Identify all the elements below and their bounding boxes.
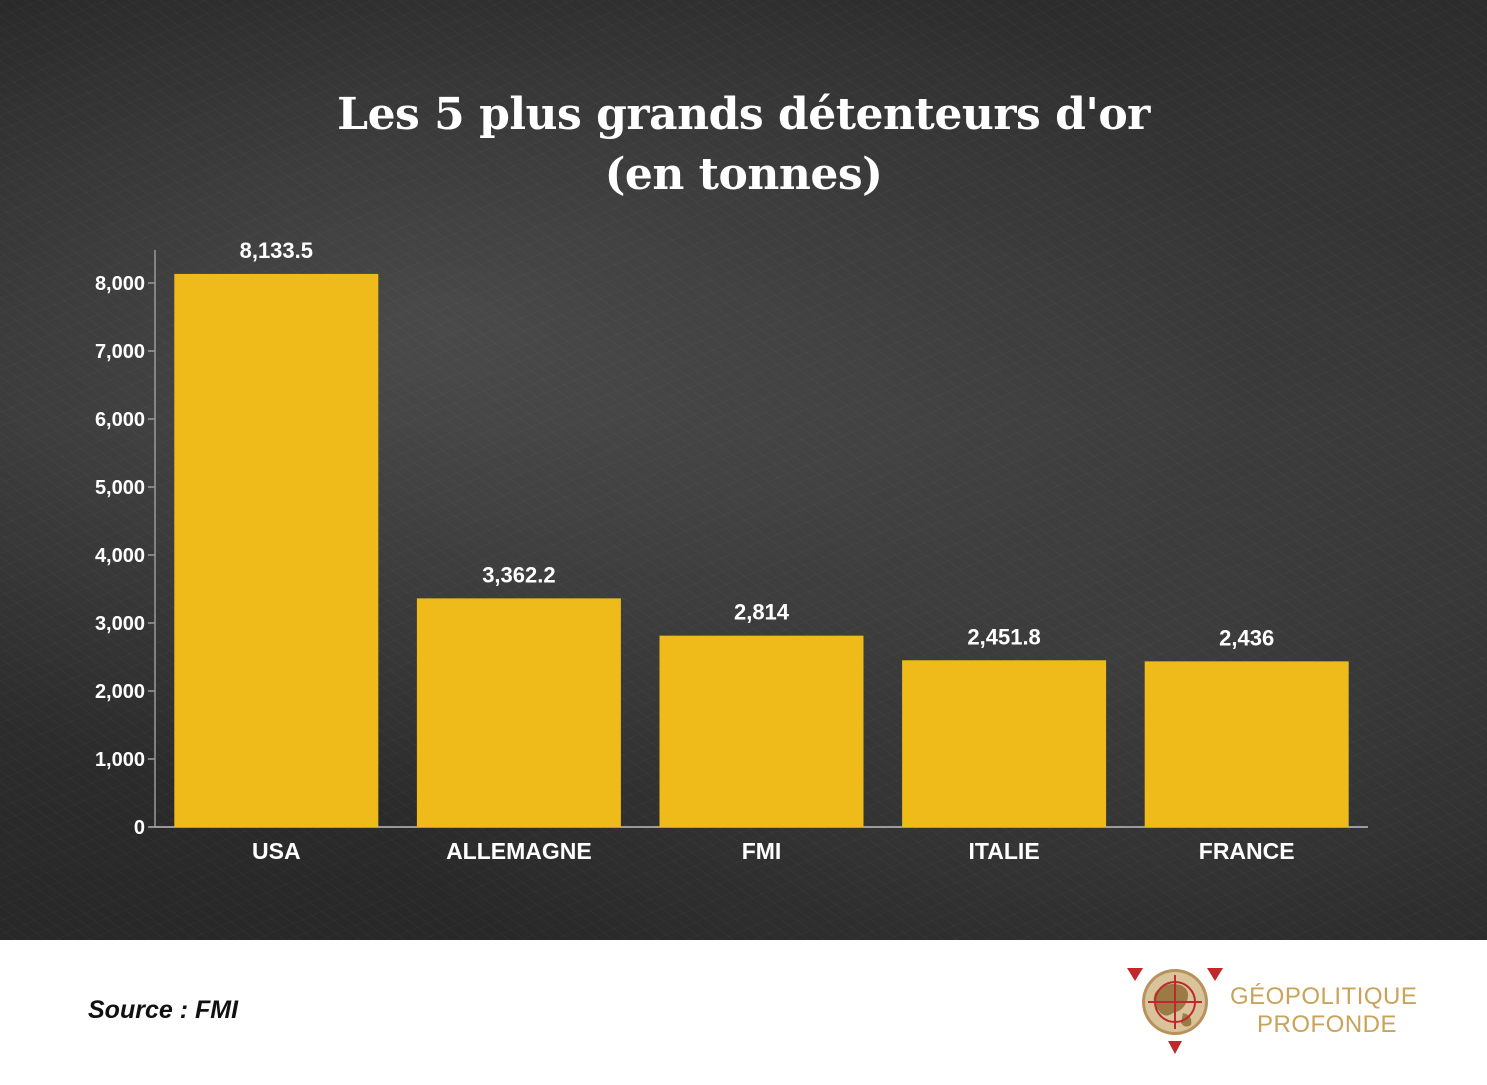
data-label: 2,436 xyxy=(1219,625,1274,650)
logo-line-1: GÉOPOLITIQUE xyxy=(1230,983,1418,1010)
y-tick-label: 5,000 xyxy=(95,477,145,499)
x-category-label: ALLEMAGNE xyxy=(446,838,592,864)
bar-usa xyxy=(174,273,379,827)
y-tick-label: 3,000 xyxy=(95,613,145,635)
data-label: 2,814 xyxy=(734,600,790,625)
y-tick-label: 2,000 xyxy=(95,681,145,703)
bar-allemagne xyxy=(416,598,621,827)
data-label: 3,362.2 xyxy=(482,562,555,587)
bar-chart: 0 1,000 2,000 3,000 4,000 5,000 6,000 7,000 8,00… xyxy=(95,238,1368,864)
x-category-label: USA xyxy=(252,838,301,864)
chalkboard-background: Les 5 plus grands détenteurs d'or (en to… xyxy=(0,0,1487,940)
data-label: 2,451.8 xyxy=(967,624,1040,649)
x-category-label: FRANCE xyxy=(1199,838,1295,864)
x-category-label: FMI xyxy=(742,838,782,864)
data-label: 8,133.5 xyxy=(240,238,313,263)
bar-fmi xyxy=(659,635,864,827)
chart-subtitle: (en tonnes) xyxy=(604,149,883,200)
y-tick-label: 7,000 xyxy=(95,341,145,363)
source-note: Source : FMI xyxy=(88,996,239,1024)
y-tick-label: 8,000 xyxy=(95,273,145,295)
y-tick-label: 6,000 xyxy=(95,409,145,431)
logo: GÉOPOLITIQUE PROFONDE xyxy=(1125,963,1465,1058)
logo-line-2: PROFONDE xyxy=(1257,1011,1398,1038)
y-tick-label: 4,000 xyxy=(95,545,145,567)
bar-italie xyxy=(902,660,1107,827)
globe-crosshair-icon xyxy=(1127,968,1223,1054)
x-category-label: ITALIE xyxy=(969,838,1040,864)
chart-title: Les 5 plus grands détenteurs d'or xyxy=(337,89,1150,140)
y-tick-label: 1,000 xyxy=(95,749,145,771)
bar-france xyxy=(1144,661,1349,827)
y-tick-label: 0 xyxy=(134,817,145,839)
